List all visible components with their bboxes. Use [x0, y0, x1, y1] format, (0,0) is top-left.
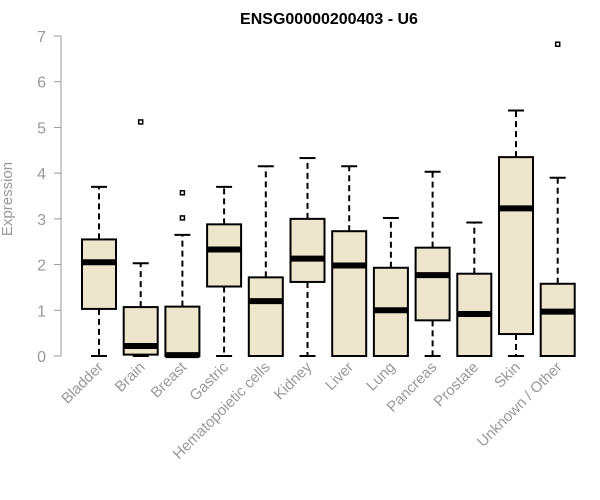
- y-axis-label: Expression: [0, 162, 16, 236]
- outlier-point: [137, 119, 144, 125]
- box-iqr: [164, 305, 201, 357]
- outlier-point: [179, 215, 186, 221]
- box-group: [122, 119, 159, 357]
- box-iqr: [247, 276, 284, 357]
- y-tick-label: 5: [37, 120, 46, 137]
- x-tick-label: Prostate: [431, 359, 483, 411]
- box-iqr: [81, 238, 117, 310]
- box-iqr: [206, 223, 243, 288]
- box-iqr: [498, 156, 534, 336]
- box-group: [331, 165, 368, 357]
- box-group: [247, 165, 284, 357]
- y-axis-ticks: 0 1 2 3 4 5 6 7: [37, 29, 61, 366]
- box-group: [372, 216, 409, 357]
- y-tick-label: 6: [37, 75, 46, 92]
- y-tick-label: 7: [37, 29, 46, 46]
- x-tick-label: Liver: [322, 359, 357, 394]
- box-group: [539, 41, 576, 357]
- y-tick-label: 0: [37, 349, 46, 366]
- box-group: [414, 170, 451, 357]
- y-tick-label: 4: [37, 166, 46, 183]
- box-group: [164, 190, 201, 359]
- boxes: [81, 41, 576, 359]
- outlier-point: [179, 190, 186, 196]
- y-tick-label: 1: [37, 303, 46, 320]
- x-tick-label: Kidney: [271, 358, 316, 403]
- x-tick-label: Brain: [112, 359, 149, 396]
- box-group: [289, 157, 326, 357]
- x-tick-label: Bladder: [58, 359, 107, 408]
- box-group: [498, 109, 534, 357]
- x-tick-label: Lung: [363, 359, 399, 395]
- box-iqr: [331, 230, 368, 357]
- box-iqr: [539, 282, 576, 357]
- x-tick-label: Breast: [148, 358, 191, 401]
- box-group: [456, 221, 493, 358]
- box-iqr: [414, 246, 451, 322]
- outlier-point: [554, 41, 561, 47]
- box-group: [206, 185, 243, 357]
- box-group: [81, 185, 117, 357]
- y-tick-label: 2: [37, 258, 46, 275]
- chart-title: ENSG00000200403 - U6: [240, 11, 418, 28]
- y-tick-label: 3: [37, 212, 46, 229]
- box-iqr: [289, 217, 326, 283]
- x-tick-label: Skin: [491, 359, 524, 392]
